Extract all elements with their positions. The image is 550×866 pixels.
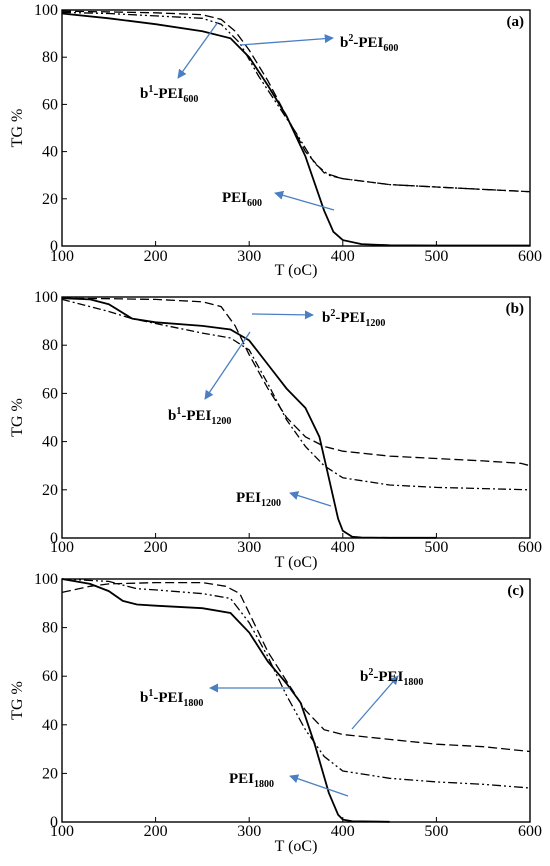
plot-frame — [61, 578, 531, 823]
annotation-label-b1: b1-PEI1200 — [168, 406, 231, 427]
y-tick-label: 40 — [42, 434, 58, 451]
x-tick-label: 300 — [237, 539, 261, 556]
x-axis-title: T (oC) — [275, 554, 318, 571]
y-tick-label: 0 — [50, 530, 58, 547]
annotation-label-pei: PEI600 — [222, 190, 262, 209]
x-tick-label: 600 — [518, 823, 542, 840]
series-line-pei600 — [61, 12, 530, 247]
x-tick-label: 100 — [50, 823, 74, 840]
x-tick-label: 400 — [331, 539, 355, 556]
annotation-arrow — [289, 491, 332, 507]
annotation-label-pei: PEI1800 — [229, 771, 274, 790]
x-tick-label: 200 — [144, 823, 168, 840]
annotation-label-b1: b1-PEI1800 — [140, 688, 203, 709]
y-tick-label: 100 — [34, 2, 58, 19]
annotation-arrow — [351, 675, 399, 730]
annotation-arrow — [177, 21, 219, 79]
annotation-arrow — [204, 331, 251, 400]
y-tick-label: 20 — [42, 765, 58, 782]
x-tick-label: 200 — [144, 539, 168, 556]
y-tick-label: 0 — [50, 814, 58, 831]
y-axis-title: TG % — [9, 398, 26, 437]
y-tick-label: 40 — [42, 144, 58, 161]
annotation-arrow — [251, 310, 314, 320]
x-tick-label: 100 — [50, 248, 74, 265]
plot-frame — [61, 296, 531, 539]
x-axis-title: T (oC) — [275, 838, 318, 855]
annotation-label-b2: b2-PEI600 — [340, 33, 398, 54]
annotation-arrow — [289, 774, 349, 797]
x-tick-label: 300 — [237, 248, 261, 265]
y-axis-title: TG % — [9, 681, 26, 720]
y-tick-label: 80 — [42, 620, 58, 637]
y-tick-label: 100 — [34, 289, 58, 306]
series-line-b2-pei1200 — [61, 297, 531, 467]
plot-frame — [61, 9, 531, 247]
series-line-b2-pei600 — [61, 10, 531, 193]
y-tick-label: 0 — [50, 238, 58, 255]
series-line-pei1200 — [61, 297, 437, 539]
annotation-label-b2: b2-PEI1800 — [360, 667, 423, 688]
y-tick-label: 100 — [34, 571, 58, 588]
y-tick-label: 60 — [42, 96, 58, 113]
y-tick-label: 60 — [42, 668, 58, 685]
chart-panel-2: 100 200 300 400 500 600 0 20 40 60 80 100 T (oC) TG %… — [9, 289, 542, 571]
panel-label: (a) — [507, 14, 525, 30]
annotation-arrow — [274, 190, 335, 211]
x-tick-label: 400 — [331, 823, 355, 840]
series-line-b1-pei1800 — [61, 578, 531, 789]
y-tick-label: 80 — [42, 49, 58, 66]
panel-label: (b) — [506, 301, 524, 317]
x-tick-label: 500 — [424, 539, 448, 556]
annotation-label-b1: b1-PEI600 — [140, 84, 198, 105]
x-tick-label: 600 — [518, 248, 542, 265]
series-line-b1-pei600 — [61, 11, 531, 193]
chart-panel-3: 100 200 300 400 500 600 0 20 40 60 80 100 T (oC) TG %… — [9, 571, 542, 855]
panel-label: (c) — [507, 583, 524, 599]
x-tick-label: 200 — [144, 248, 168, 265]
y-axis-title: TG % — [9, 109, 26, 148]
annotation-arrow — [239, 34, 334, 46]
series-line-pei1800 — [61, 578, 390, 823]
x-tick-label: 500 — [424, 823, 448, 840]
x-tick-label: 500 — [424, 248, 448, 265]
x-tick-label: 300 — [237, 823, 261, 840]
y-tick-label: 20 — [42, 482, 58, 499]
series-line-b2-pei1800 — [61, 581, 531, 753]
series-line-b1-pei1200 — [61, 298, 531, 491]
x-tick-label: 100 — [50, 539, 74, 556]
y-tick-label: 40 — [42, 717, 58, 734]
x-tick-label: 600 — [518, 539, 542, 556]
annotation-label-pei: PEI1200 — [236, 490, 281, 509]
x-axis-title: T (oC) — [275, 262, 318, 279]
y-tick-label: 20 — [42, 191, 58, 208]
chart-panel-1: 100 200 300 400 500 600 0 20 40 60 80 100 T (oC) TG %… — [9, 2, 542, 279]
y-tick-label: 60 — [42, 385, 58, 402]
y-tick-label: 80 — [42, 337, 58, 354]
x-tick-label: 400 — [331, 248, 355, 265]
annotation-label-b2: b2-PEI1200 — [322, 308, 385, 329]
